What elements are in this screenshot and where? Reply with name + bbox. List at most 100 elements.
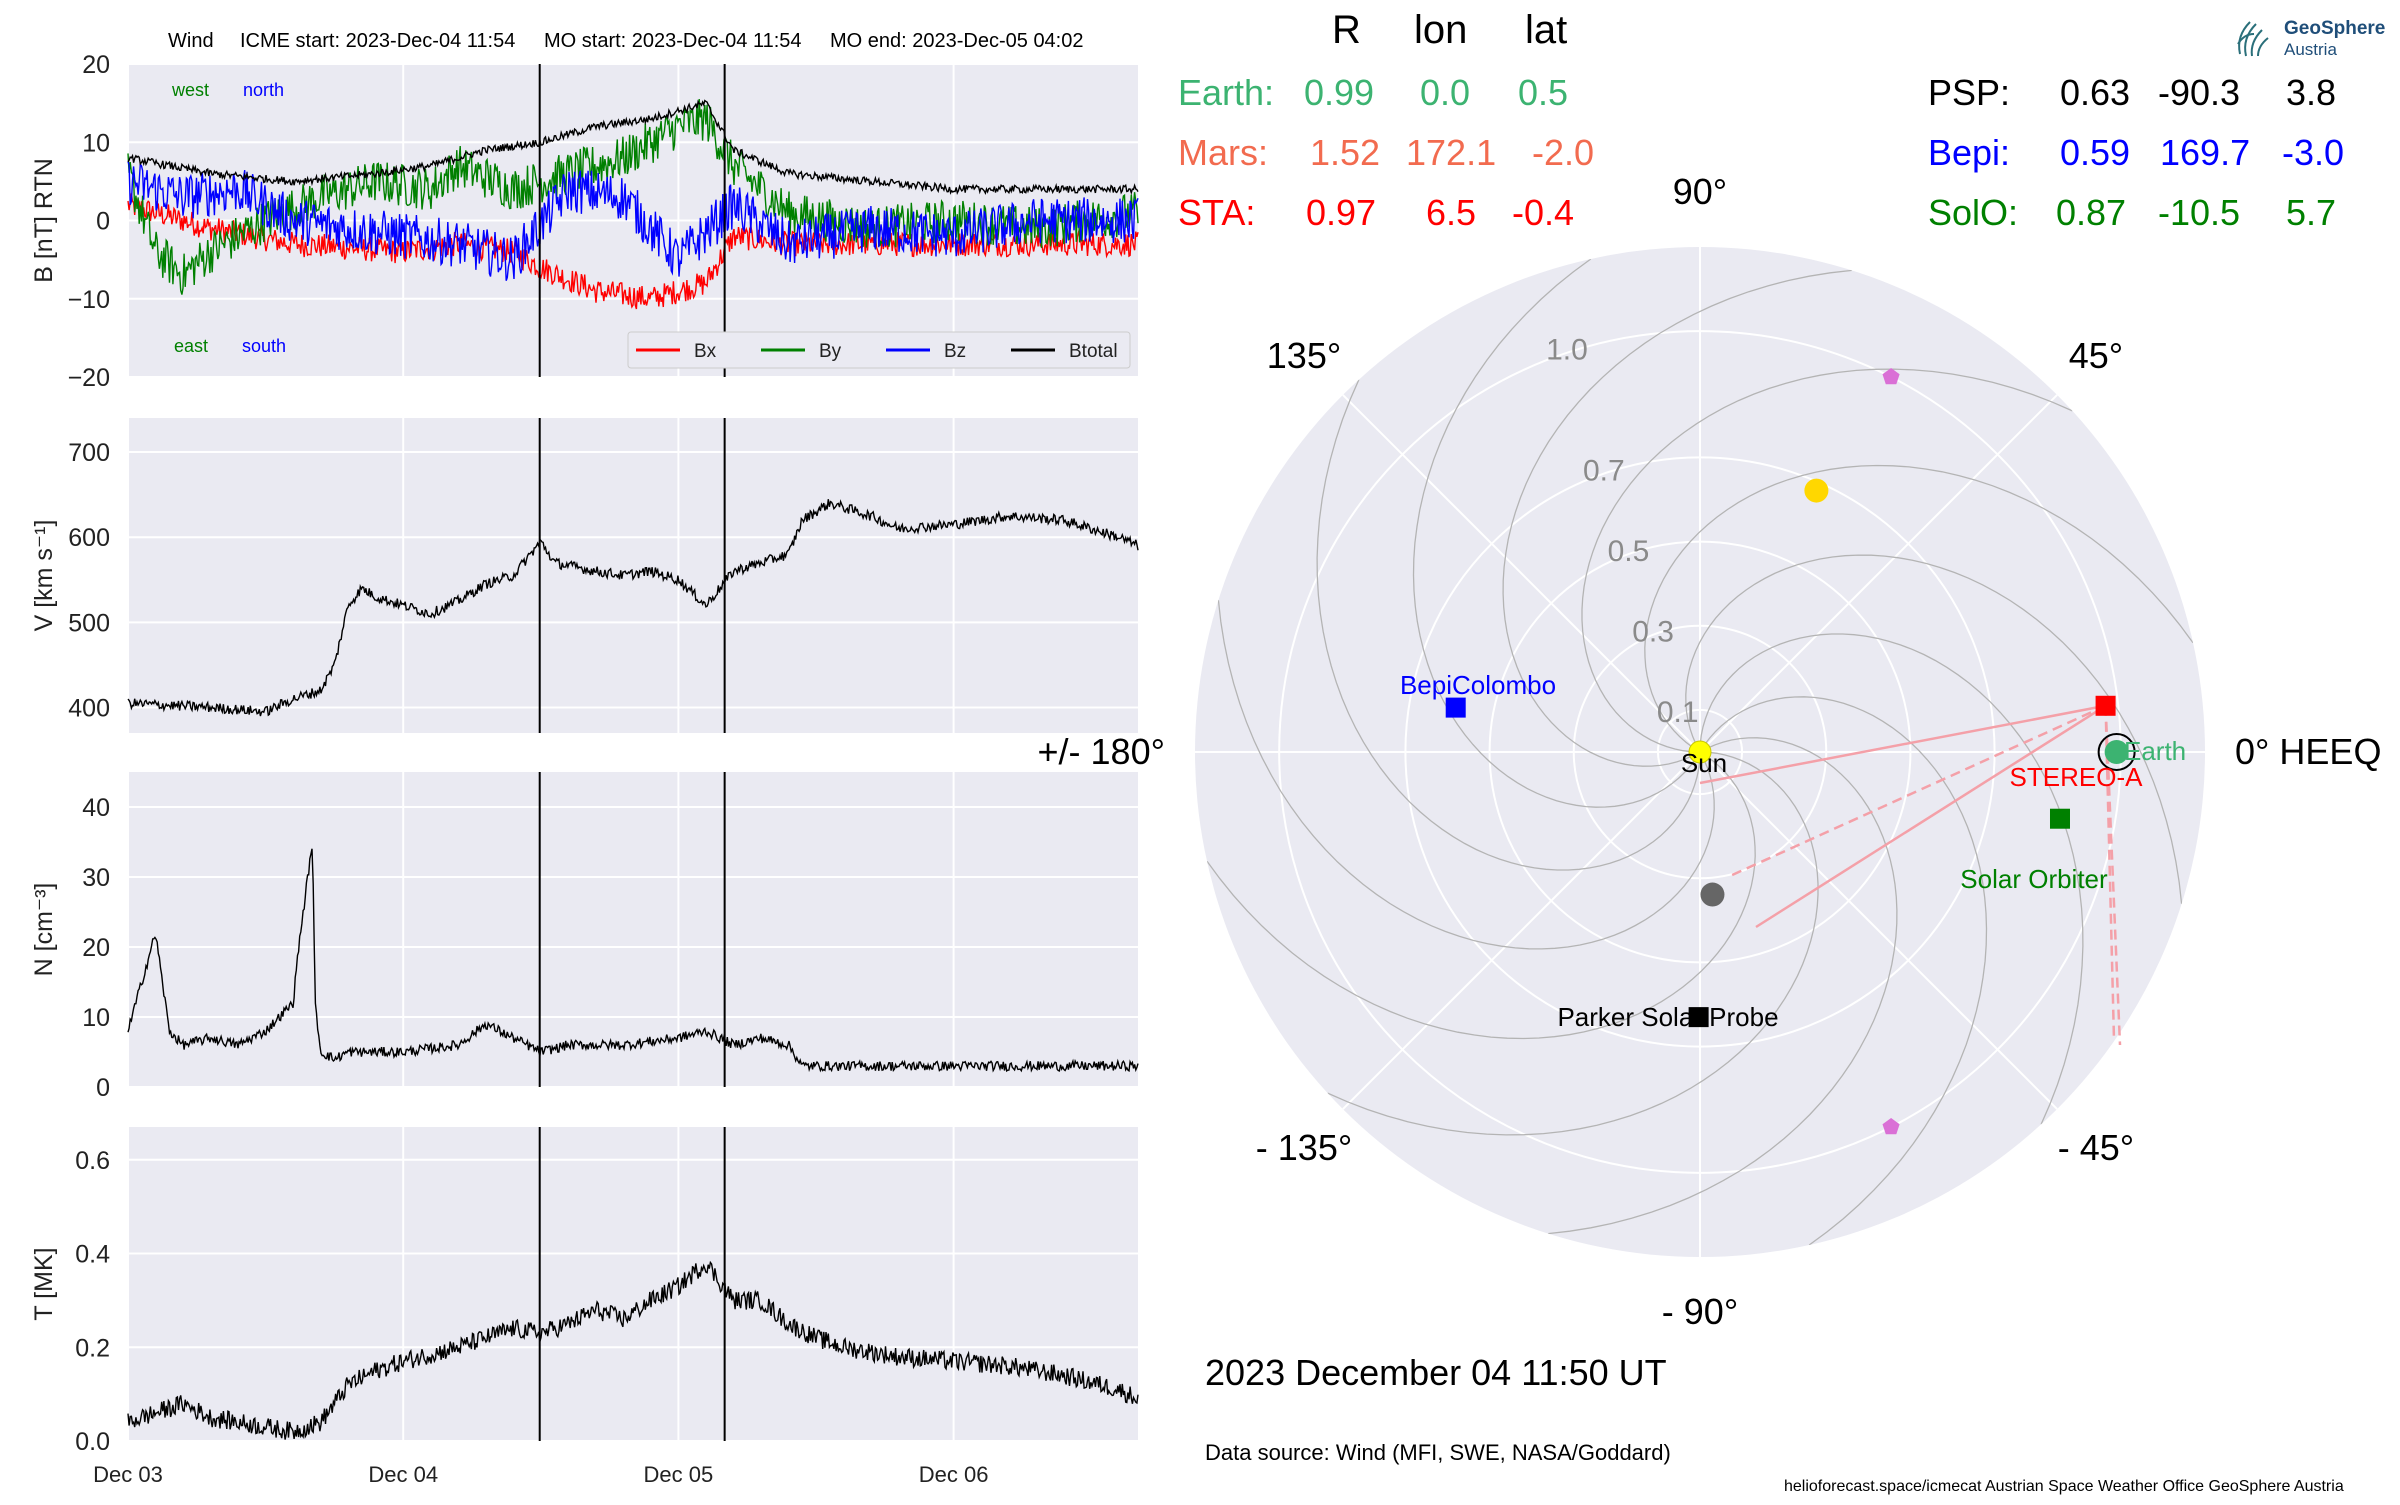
earth-ring (2097, 733, 2136, 771)
polar-angle-label: +/- 180° (1038, 731, 1165, 772)
parker-spiral (1685, 554, 2183, 904)
position-lat: 3.8 (2286, 72, 2337, 113)
mo-start-label: MO start: 2023-Dec-04 11:54 (544, 30, 802, 52)
body-marker-body (1804, 478, 1829, 503)
y-axis-label: V [km s⁻¹] (30, 520, 58, 632)
position-r: 0.59 (2060, 132, 2131, 173)
mo-end-label: MO end: 2023-Dec-05 04:02 (830, 30, 1084, 52)
y-tick-label: 700 (68, 439, 110, 467)
y-axis-label: N [cm⁻³] (30, 883, 58, 977)
parker-spiral (1644, 464, 2194, 753)
parker-spiral (1217, 600, 1715, 950)
x-tick-label: Dec 03 (93, 1462, 163, 1487)
legend-label: Bz (944, 341, 966, 362)
position-name: SolO: (1928, 192, 2019, 233)
timeseries-panel-magnetic-field: −20 −10 0 10 20 B [nT] RTN (30, 51, 1139, 392)
position-lon: -90.3 (2158, 72, 2241, 113)
polar-angle-label: 135° (1267, 335, 1341, 376)
polar-spoke (1699, 394, 2058, 753)
y-tick-label: 0.2 (75, 1334, 110, 1362)
annotation-north: north (243, 80, 284, 100)
y-tick-label: 0 (96, 208, 110, 236)
col-header-r: R (1332, 8, 1361, 52)
body-marker-sun (1688, 740, 1712, 764)
parker-spiral (1581, 368, 2073, 753)
polar-angle-label: 45° (2069, 335, 2123, 376)
legend-box (627, 331, 1131, 369)
parker-spiral (1206, 751, 1756, 1040)
series-line-Bz (127, 161, 1139, 281)
body-marker-pentagon (1882, 1118, 1900, 1135)
position-lon: 6.5 (1426, 192, 1477, 233)
position-name: Mars: (1178, 132, 1268, 173)
y-tick-label: 40 (82, 794, 110, 822)
timeseries-panel-temperature: 0.0 0.2 0.4 0.6 T [MK] (30, 1127, 1139, 1456)
series-line-V (127, 499, 1139, 717)
parker-spiral (1316, 379, 1701, 871)
position-lon: 169.7 (2160, 132, 2251, 173)
y-tick-label: 30 (82, 864, 110, 892)
y-tick-label: −10 (68, 286, 110, 314)
position-r: 0.87 (2056, 192, 2127, 233)
polar-r-tick-label: 0.5 (1608, 535, 1650, 568)
series-line-Btotal (127, 99, 1139, 196)
position-lat: -2.0 (1532, 132, 1595, 173)
series-line-N (127, 848, 1139, 1073)
legend-label: By (819, 341, 842, 362)
polar-spoke (1342, 751, 1701, 1110)
position-name: Earth: (1178, 72, 1275, 113)
icme-start-label: ICME start: 2023-Dec-04 11:54 (240, 30, 516, 52)
y-axis-label: T [MK] (30, 1247, 58, 1320)
parker-spiral (1327, 751, 1819, 1136)
y-tick-label: 0.4 (75, 1241, 110, 1269)
y-tick-label: 0.6 (75, 1147, 110, 1175)
body-marker-earth (2104, 740, 2129, 764)
polar-r-tick-label: 0.1 (1657, 696, 1699, 729)
y-tick-label: 0.0 (75, 1428, 110, 1456)
legend-label: Btotal (1069, 341, 1118, 362)
series-line-T (127, 1260, 1139, 1440)
polar-angle-label: - 135° (1256, 1127, 1352, 1168)
stereo-a-fov-line (2104, 705, 2116, 1041)
y-tick-label: 400 (68, 694, 110, 722)
date-label: 2023 December 04 11:50 UT (1205, 1352, 1667, 1393)
stereo-a-fov-line (1699, 704, 2106, 785)
x-tick-label: Dec 05 (644, 1462, 714, 1487)
body-label-sun: Sun (1681, 748, 1727, 778)
position-lon: 172.1 (1406, 132, 1497, 173)
y-tick-label: 10 (82, 1004, 110, 1032)
geosphere-logo-icon (2237, 21, 2269, 57)
position-r: 1.52 (1310, 132, 1381, 173)
series-line-By (127, 98, 1139, 295)
polar-spoke (1342, 394, 1701, 753)
parker-spiral (1502, 269, 1852, 767)
polar-plot: 0.1 0.3 0.5 0.7 1.0 0° HEEQ 45° 90° 135° +/- 180°… (1038, 171, 2382, 1332)
body-label-earth: Earth (2124, 736, 2186, 766)
body-label-stereo-a: STEREO-A (2010, 762, 2144, 792)
col-header-lon: lon (1414, 8, 1468, 52)
body-label-bepicolombo: BepiColombo (1400, 670, 1556, 700)
position-r: 0.63 (2060, 72, 2131, 113)
polar-spoke (1699, 751, 2058, 1110)
polar-angle-label: 90° (1673, 171, 1727, 212)
legend: Bx By Bz Btotal (627, 331, 1131, 369)
position-r: 0.97 (1306, 192, 1377, 233)
annotation-east: east (174, 336, 208, 356)
position-name: PSP: (1928, 72, 2011, 113)
polar-r-tick-label: 0.7 (1583, 454, 1625, 487)
body-marker-body (1700, 882, 1725, 907)
parker-spiral (1548, 737, 1898, 1235)
polar-angle-label: - 90° (1662, 1291, 1738, 1332)
y-axis-label: B [nT] RTN (30, 158, 58, 283)
parker-spiral (1699, 696, 1988, 1246)
polar-r-tick-label: 1.0 (1546, 334, 1588, 367)
body-marker-parker-solar-probe (1688, 1007, 1709, 1028)
polar-r-tick-label: 0.3 (1632, 615, 1674, 648)
body-marker-stereo-a (2095, 695, 2116, 716)
body-marker-pentagon (1882, 368, 1900, 385)
wind-title: Wind (168, 30, 214, 52)
position-lat: -3.0 (2282, 132, 2345, 173)
panel-background (128, 1127, 1138, 1441)
